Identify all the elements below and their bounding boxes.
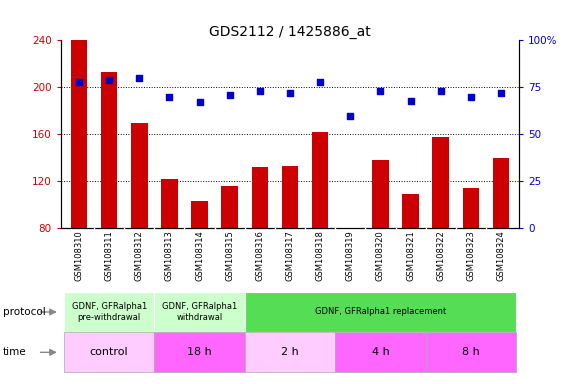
Bar	[191, 202, 208, 323]
Bar	[222, 186, 238, 323]
Point	[195, 99, 204, 106]
Point	[466, 94, 476, 100]
Bar	[154, 332, 245, 372]
Text: GSM108323: GSM108323	[466, 230, 476, 281]
Bar	[245, 292, 516, 332]
Text: GDNF, GFRalpha1
pre-withdrawal: GDNF, GFRalpha1 pre-withdrawal	[71, 302, 147, 322]
Text: GSM108313: GSM108313	[165, 230, 174, 281]
Bar	[101, 72, 117, 323]
Text: 2 h: 2 h	[281, 347, 299, 358]
Point	[74, 79, 84, 85]
Bar	[372, 160, 389, 323]
Text: GSM108320: GSM108320	[376, 230, 385, 281]
Point	[104, 77, 114, 83]
Point	[376, 88, 385, 94]
Text: GSM108322: GSM108322	[436, 230, 445, 281]
Text: GSM108317: GSM108317	[285, 230, 295, 281]
Title: GDS2112 / 1425886_at: GDS2112 / 1425886_at	[209, 25, 371, 39]
Bar	[245, 332, 335, 372]
Text: time: time	[3, 347, 27, 358]
Bar	[433, 137, 449, 323]
Text: GDNF, GFRalpha1 replacement: GDNF, GFRalpha1 replacement	[315, 308, 446, 316]
Text: GSM108324: GSM108324	[496, 230, 506, 281]
Text: GSM108311: GSM108311	[104, 230, 114, 281]
Text: control: control	[90, 347, 128, 358]
Text: GSM108321: GSM108321	[406, 230, 415, 281]
Bar	[64, 332, 154, 372]
Bar	[493, 158, 509, 323]
Text: protocol: protocol	[3, 307, 46, 317]
Text: 4 h: 4 h	[372, 347, 389, 358]
Point	[255, 88, 264, 94]
Point	[436, 88, 445, 94]
Bar	[71, 40, 87, 323]
Point	[135, 75, 144, 81]
Text: 8 h: 8 h	[462, 347, 480, 358]
Text: GSM108314: GSM108314	[195, 230, 204, 281]
Bar	[403, 194, 419, 323]
Text: GSM108318: GSM108318	[316, 230, 325, 281]
Text: GSM108315: GSM108315	[225, 230, 234, 281]
Text: GDNF, GFRalpha1
withdrawal: GDNF, GFRalpha1 withdrawal	[162, 302, 237, 322]
Bar	[426, 332, 516, 372]
Bar	[335, 332, 426, 372]
Point	[225, 92, 234, 98]
Bar	[312, 132, 328, 323]
Bar	[161, 179, 177, 323]
Point	[496, 90, 506, 96]
Point	[285, 90, 295, 96]
Text: GSM108312: GSM108312	[135, 230, 144, 281]
Bar	[64, 292, 154, 332]
Bar	[131, 122, 147, 323]
Text: GSM108319: GSM108319	[346, 230, 355, 281]
Bar	[282, 166, 298, 323]
Text: GSM108316: GSM108316	[255, 230, 264, 281]
Point	[316, 79, 325, 85]
Bar	[463, 189, 479, 323]
Bar	[154, 292, 245, 332]
Point	[346, 113, 355, 119]
Point	[406, 98, 415, 104]
Text: 18 h: 18 h	[187, 347, 212, 358]
Point	[165, 94, 174, 100]
Text: GSM108310: GSM108310	[74, 230, 84, 281]
Bar	[252, 167, 268, 323]
Bar	[342, 228, 358, 323]
